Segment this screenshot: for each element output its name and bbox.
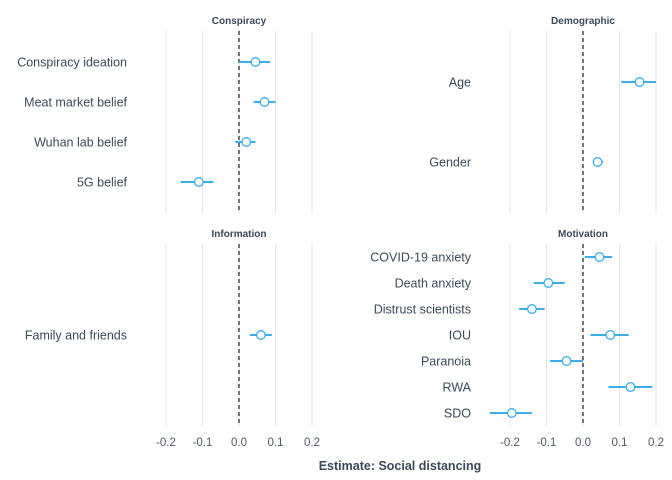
x-tick-label: 0.1 <box>268 437 284 449</box>
panel-conspiracy: Conspiracy Conspiracy ideation Meat market… <box>17 16 313 213</box>
row-label: COVID-19 anxiety <box>370 251 471 265</box>
panel-information: Information Family and friends -0.2 -0.1 0.0… <box>25 229 320 449</box>
x-tick-label: 0.1 <box>612 437 628 449</box>
estimate-point <box>592 157 603 167</box>
estimate-point <box>193 177 204 187</box>
estimate-point <box>605 330 616 340</box>
row-label: SDO <box>444 407 471 421</box>
row-label: IOU <box>449 329 471 343</box>
row-label: Paranoia <box>421 355 471 369</box>
panel-demographic: Demographic Age Gender <box>429 16 657 213</box>
panel-motivation: Motivation COVID-19 anxiety Death anxiety D… <box>370 229 664 449</box>
row-label: Conspiracy ideation <box>17 56 127 70</box>
row-label: Distrust scientists <box>374 303 471 317</box>
x-tick-label: -0.2 <box>500 437 520 449</box>
row-label: Family and friends <box>25 329 127 343</box>
panel-title: Motivation <box>558 229 608 240</box>
row-label: RWA <box>443 381 472 395</box>
estimate-point <box>634 77 645 87</box>
x-tick-label: -0.2 <box>156 437 176 449</box>
row-label: 5G belief <box>77 176 128 190</box>
x-tick-label: 0.0 <box>231 437 247 449</box>
estimate-point <box>594 252 605 262</box>
estimate-point <box>506 408 517 418</box>
x-axis-label: Estimate: Social distancing <box>319 459 482 473</box>
estimate-point <box>561 356 572 366</box>
panel-title: Demographic <box>551 16 615 27</box>
row-label: Age <box>449 76 471 90</box>
estimate-point <box>526 304 537 314</box>
x-tick-label: 0.0 <box>575 437 591 449</box>
estimate-point <box>543 278 554 288</box>
panel-title: Conspiracy <box>212 16 267 27</box>
estimate-point <box>255 330 266 340</box>
row-label: Gender <box>429 156 471 170</box>
x-tick-label: 0.2 <box>648 437 664 449</box>
x-tick-label: -0.1 <box>537 437 557 449</box>
estimate-point <box>625 382 636 392</box>
row-label: Meat market belief <box>24 96 127 110</box>
estimate-point <box>259 97 270 107</box>
estimate-point <box>250 57 261 67</box>
x-tick-label: -0.1 <box>193 437 213 449</box>
estimate-point <box>241 137 252 147</box>
x-tick-label: 0.2 <box>304 437 320 449</box>
row-label: Death anxiety <box>395 277 472 291</box>
panel-title: Information <box>212 229 267 240</box>
row-label: Wuhan lab belief <box>34 136 127 150</box>
